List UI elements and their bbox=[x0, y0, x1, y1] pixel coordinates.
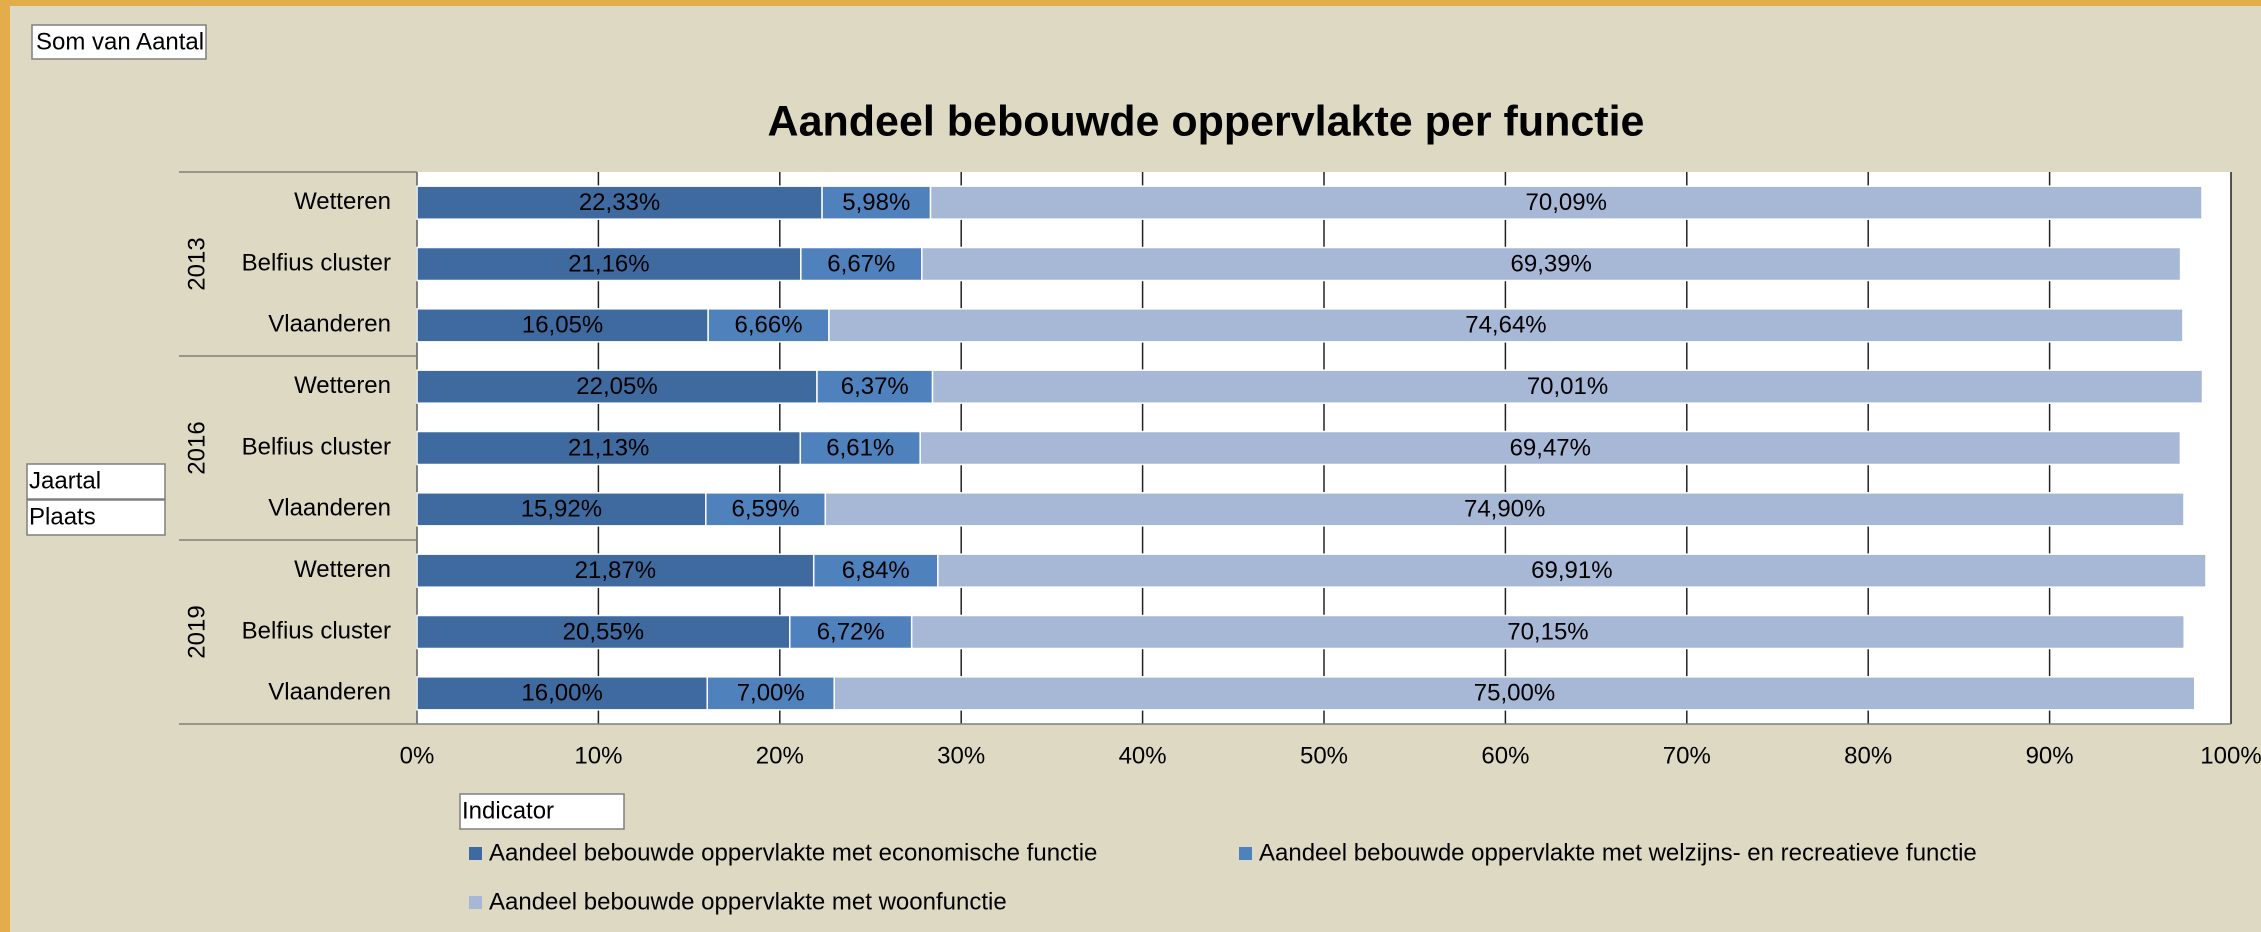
category-label: Belfius cluster bbox=[242, 249, 391, 276]
bar-segment bbox=[929, 185, 2203, 220]
value-label: 70,01% bbox=[1527, 373, 1608, 400]
bar-segment bbox=[919, 430, 2182, 466]
group-label: 2013 bbox=[183, 237, 210, 290]
x-tick-label: 70% bbox=[1663, 742, 1711, 769]
x-tick-label: 60% bbox=[1481, 742, 1529, 769]
bar-segment bbox=[416, 369, 818, 404]
value-label: 21,13% bbox=[568, 434, 649, 461]
x-tick-label: 30% bbox=[937, 742, 985, 769]
value-label: 6,37% bbox=[841, 373, 909, 400]
value-label: 21,16% bbox=[568, 250, 649, 277]
bar-segment bbox=[416, 553, 815, 588]
pivot-data-field[interactable]: Som van Aantal bbox=[36, 28, 204, 55]
bar-segment bbox=[416, 430, 802, 466]
pivot-legend-field[interactable]: Indicator bbox=[462, 797, 554, 824]
x-tick-label: 10% bbox=[574, 742, 622, 769]
pivot-button[interactable] bbox=[459, 793, 625, 830]
bar-segment bbox=[937, 553, 2207, 588]
value-label: 15,92% bbox=[521, 496, 602, 523]
value-label: 74,64% bbox=[1465, 312, 1546, 339]
bar-segment bbox=[706, 676, 835, 711]
bar-segment bbox=[931, 369, 2204, 404]
value-label: 6,72% bbox=[817, 618, 885, 645]
value-label: 20,55% bbox=[563, 618, 644, 645]
bar-segment bbox=[816, 369, 934, 404]
x-tick-label: 20% bbox=[756, 742, 804, 769]
bar-segment bbox=[707, 308, 830, 343]
chart-title: Aandeel bebouwde oppervlakte per functie bbox=[768, 97, 1645, 145]
value-label: 22,33% bbox=[579, 189, 660, 216]
x-tick-label: 0% bbox=[400, 742, 435, 769]
bar-segment bbox=[705, 492, 827, 527]
legend-label: Aandeel bebouwde oppervlakte met economi… bbox=[489, 839, 1097, 866]
legend-swatch bbox=[1239, 847, 1252, 860]
legend-label: Aandeel bebouwde oppervlakte met woonfun… bbox=[489, 888, 1007, 915]
bar-segment bbox=[828, 308, 2184, 343]
value-label: 70,09% bbox=[1526, 189, 1607, 216]
value-label: 6,66% bbox=[735, 312, 803, 339]
category-label: Wetteren bbox=[294, 188, 391, 215]
bar-segment bbox=[416, 308, 709, 343]
x-tick-label: 50% bbox=[1300, 742, 1348, 769]
value-label: 21,87% bbox=[575, 557, 656, 584]
x-tick-label: 90% bbox=[2026, 742, 2074, 769]
value-label: 69,47% bbox=[1510, 434, 1591, 461]
value-label: 70,15% bbox=[1507, 618, 1588, 645]
value-label: 6,84% bbox=[842, 557, 910, 584]
value-label: 69,91% bbox=[1531, 557, 1612, 584]
group-label: 2016 bbox=[183, 421, 210, 474]
x-tick-label: 100% bbox=[2200, 742, 2261, 769]
category-label: Belfius cluster bbox=[242, 617, 391, 644]
legend-swatch bbox=[469, 896, 482, 909]
bar-segment bbox=[921, 246, 2182, 282]
bar-segment bbox=[910, 614, 2185, 650]
pivot-row-field[interactable]: Plaats bbox=[29, 503, 96, 530]
category-label: Vlaanderen bbox=[268, 311, 391, 338]
value-label: 16,00% bbox=[521, 680, 602, 707]
value-label: 74,90% bbox=[1464, 496, 1545, 523]
pivot-button[interactable] bbox=[26, 499, 166, 536]
category-label: Vlaanderen bbox=[268, 679, 391, 706]
bar-segment bbox=[416, 676, 708, 711]
category-label: Wetteren bbox=[294, 372, 391, 399]
x-tick-label: 40% bbox=[1119, 742, 1167, 769]
value-label: 22,05% bbox=[576, 373, 657, 400]
value-label: 6,67% bbox=[827, 250, 895, 277]
legend-swatch bbox=[469, 847, 482, 860]
bar-segment bbox=[824, 492, 2185, 527]
value-label: 69,39% bbox=[1511, 250, 1592, 277]
value-label: 16,05% bbox=[522, 312, 603, 339]
pivot-row-field[interactable]: Jaartal bbox=[29, 467, 101, 494]
category-label: Vlaanderen bbox=[268, 495, 391, 522]
x-tick-label: 80% bbox=[1844, 742, 1892, 769]
value-label: 6,61% bbox=[826, 434, 894, 461]
value-label: 75,00% bbox=[1474, 680, 1555, 707]
group-label: 2019 bbox=[183, 605, 210, 658]
bar-segment bbox=[821, 185, 932, 220]
value-label: 5,98% bbox=[842, 189, 910, 216]
bar-segment bbox=[416, 246, 802, 282]
category-label: Belfius cluster bbox=[242, 433, 391, 460]
legend-label: Aandeel bebouwde oppervlakte met welzijn… bbox=[1259, 839, 1977, 866]
bar-segment bbox=[833, 676, 2196, 711]
category-label: Wetteren bbox=[294, 556, 391, 583]
value-label: 6,59% bbox=[732, 496, 800, 523]
pivot-button[interactable] bbox=[26, 463, 166, 500]
pivot-button[interactable] bbox=[31, 24, 207, 60]
value-label: 7,00% bbox=[737, 680, 805, 707]
